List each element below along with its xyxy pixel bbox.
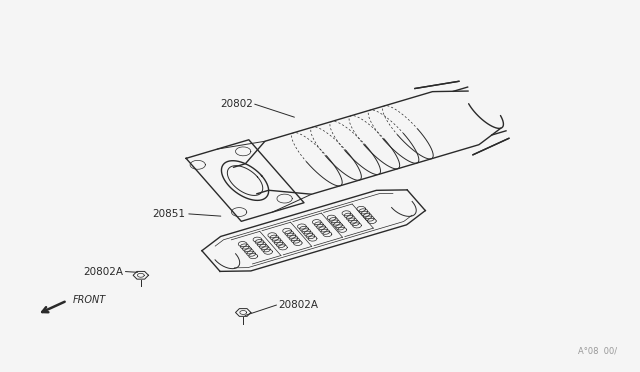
Text: 20851: 20851	[152, 209, 186, 219]
Text: FRONT: FRONT	[72, 295, 106, 305]
Text: A°08  00/: A°08 00/	[579, 346, 618, 355]
Text: 20802A: 20802A	[278, 300, 319, 310]
Text: 20802: 20802	[220, 99, 253, 109]
Text: 20802A: 20802A	[84, 267, 124, 276]
